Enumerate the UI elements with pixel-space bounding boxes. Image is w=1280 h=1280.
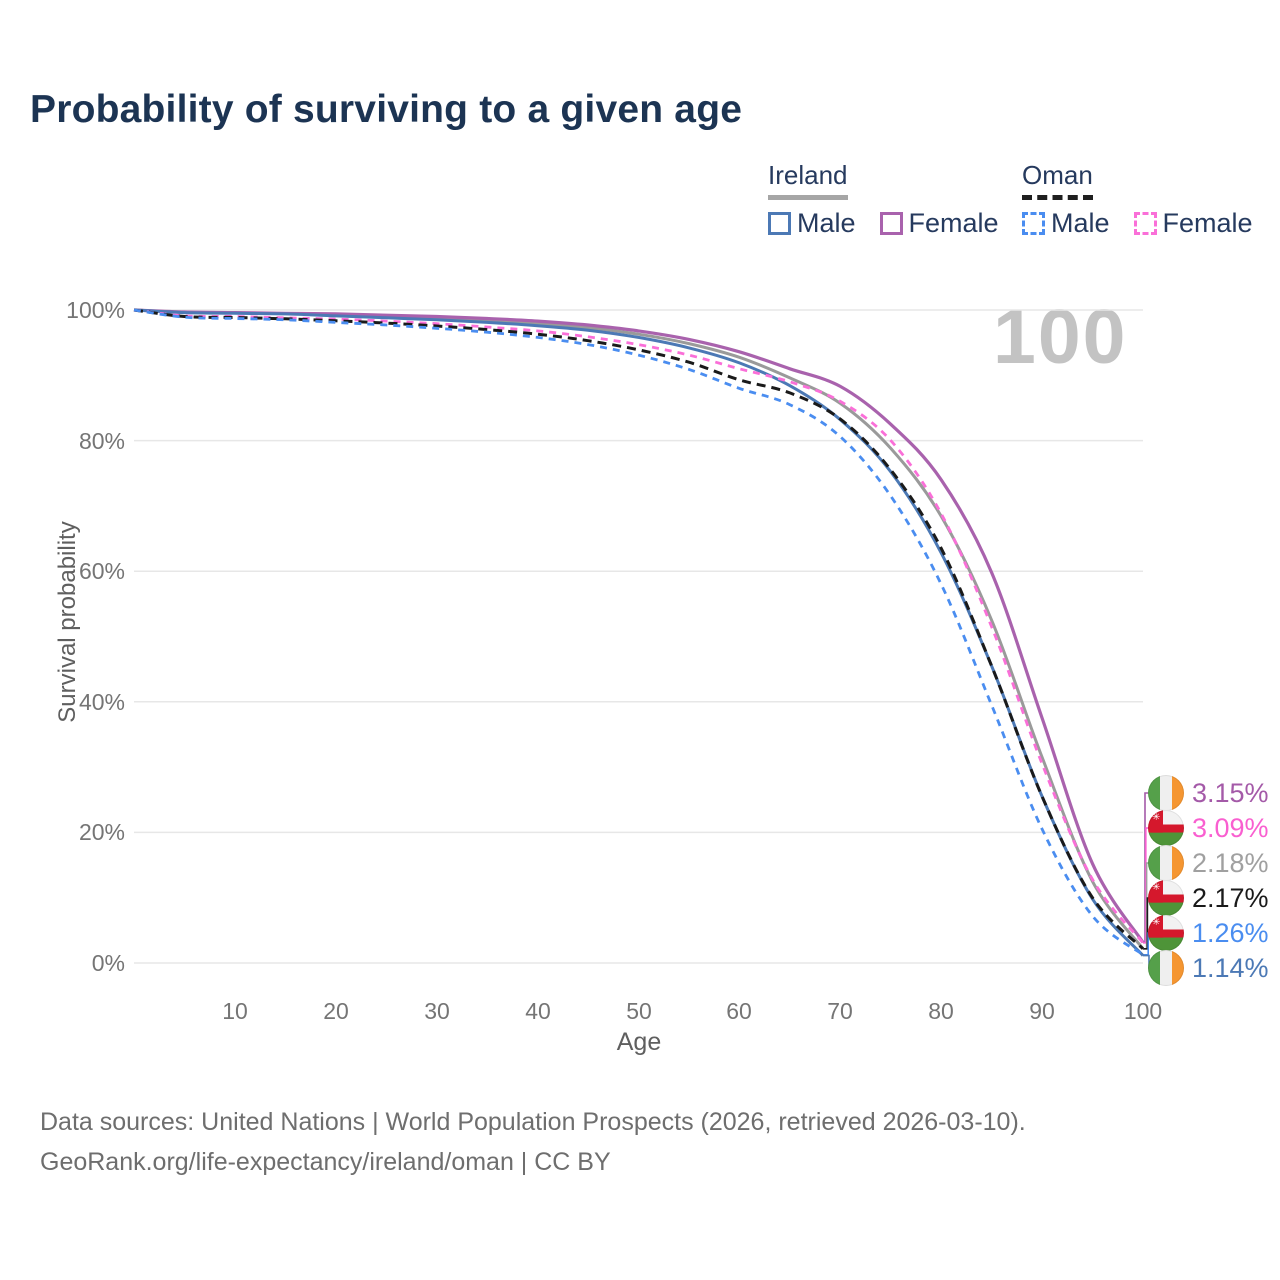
legend-country-oman[interactable]: Oman [1022, 160, 1093, 200]
x-tick-10: 10 [222, 998, 248, 1024]
attribution-line[interactable]: GeoRank.org/life-expectancy/ireland/oman… [40, 1148, 611, 1176]
x-tick-80: 80 [928, 998, 954, 1024]
curve-oman_both[interactable] [133, 308, 1145, 950]
y-tick-100: 100% [66, 297, 125, 323]
legend-label-ireland-female: Female [908, 208, 999, 238]
gridlines [134, 309, 1143, 964]
x-axis-title: Age [616, 1028, 662, 1056]
x-tick-40: 40 [525, 998, 551, 1024]
survival-curves [133, 308, 1145, 957]
oman-male-swatch [1022, 212, 1045, 235]
legend-country-ireland[interactable]: Ireland [768, 160, 848, 200]
y-tick-80: 80% [78, 428, 125, 454]
x-tick-30: 30 [424, 998, 450, 1024]
end-value: 1.14% [1192, 952, 1269, 983]
x-tick-60: 60 [726, 998, 752, 1024]
page-title: Probability of surviving to a given age [30, 88, 743, 131]
x-tick-100: 100 [1123, 998, 1163, 1024]
curve-oman_female[interactable] [133, 308, 1145, 944]
end-label-oman-male[interactable]: 1.26% [1148, 915, 1269, 951]
end-value: 2.17% [1192, 882, 1269, 913]
oman-flag-icon [1148, 810, 1184, 846]
oman-flag-icon [1148, 880, 1184, 916]
legend-group-ireland: Ireland Male Female [768, 160, 999, 239]
legend-label-oman-male: Male [1051, 208, 1110, 238]
age-watermark: 100 [993, 294, 1128, 380]
end-value: 1.26% [1192, 917, 1269, 948]
curve-oman_male[interactable] [133, 308, 1144, 956]
curve-ireland_both[interactable] [133, 308, 1145, 950]
ireland-male-swatch [768, 212, 791, 235]
y-tick-40: 40% [78, 689, 125, 715]
legend-item-ireland-male[interactable]: Male [768, 208, 856, 239]
ireland-flag-icon [1148, 775, 1184, 811]
end-value: 2.18% [1192, 847, 1269, 878]
legend-item-oman-female[interactable]: Female [1133, 208, 1253, 239]
legend-group-oman: Oman Male Female [1022, 160, 1253, 239]
y-tick-60: 60% [78, 558, 125, 584]
ireland-female-swatch [879, 212, 903, 235]
legend-label-ireland-male: Male [797, 208, 856, 238]
y-tick-20: 20% [78, 819, 125, 845]
curve-ireland_male[interactable] [133, 308, 1145, 957]
oman-flag-icon [1148, 915, 1184, 951]
end-value: 3.15% [1192, 777, 1269, 808]
end-value: 3.09% [1192, 812, 1269, 843]
legend-label-oman-female: Female [1162, 208, 1253, 238]
end-label-ireland-both[interactable]: 2.18% [1148, 845, 1269, 881]
oman-female-swatch [1133, 212, 1157, 235]
x-tick-90: 90 [1029, 998, 1055, 1024]
legend-item-oman-male[interactable]: Male [1022, 208, 1110, 239]
end-label-oman-both[interactable]: 2.17% [1148, 880, 1269, 916]
x-tick-50: 50 [626, 998, 652, 1024]
end-label-ireland-female[interactable]: 3.15% [1148, 775, 1269, 811]
ireland-flag-icon [1148, 950, 1184, 986]
end-label-oman-female[interactable]: 3.09% [1148, 810, 1269, 846]
x-tick-70: 70 [827, 998, 853, 1024]
y-tick-0: 0% [91, 950, 125, 976]
data-sources-line: Data sources: United Nations | World Pop… [40, 1108, 1026, 1136]
end-label-ireland-male[interactable]: 1.14% [1148, 950, 1269, 986]
x-tick-20: 20 [323, 998, 349, 1024]
legend-item-ireland-female[interactable]: Female [879, 208, 999, 239]
ireland-flag-icon [1148, 845, 1184, 881]
